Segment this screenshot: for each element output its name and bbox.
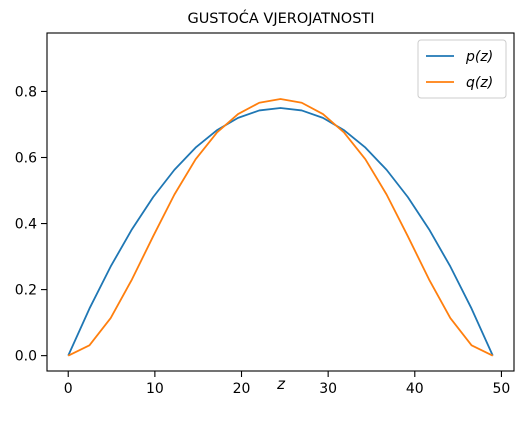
legend: p(z) q(z): [417, 39, 507, 99]
x-axis: 0 10 20 30 40 50: [64, 371, 511, 397]
plot-frame: [46, 32, 515, 372]
legend-label: p(z): [465, 49, 493, 65]
y-axis: 0.0 0.2 0.4 0.6 0.8: [15, 84, 47, 365]
x-tick-label: 30: [319, 381, 337, 397]
legend-box: [417, 39, 507, 99]
x-tick-label: 20: [233, 381, 251, 397]
legend-label: q(z): [466, 75, 493, 91]
series-layer: [67, 98, 494, 357]
x-axis-label: z: [276, 375, 286, 393]
plot-border: [46, 32, 515, 372]
chart-title: GUSTOĆA VJEROJATNOSTI: [187, 9, 374, 27]
x-tick-label: 50: [493, 381, 511, 397]
series-line-p: [67, 107, 494, 357]
series-line-q: [67, 98, 494, 357]
x-tick-label: 10: [146, 381, 164, 397]
y-tick-label: 0.8: [15, 84, 37, 100]
x-tick-label: 40: [406, 381, 424, 397]
x-tick-label: 0: [64, 381, 73, 397]
y-tick-label: 0.2: [15, 283, 37, 299]
y-tick-label: 0.4: [15, 217, 37, 233]
y-tick-label: 0.6: [15, 151, 37, 167]
y-tick-label: 0.0: [15, 349, 37, 365]
